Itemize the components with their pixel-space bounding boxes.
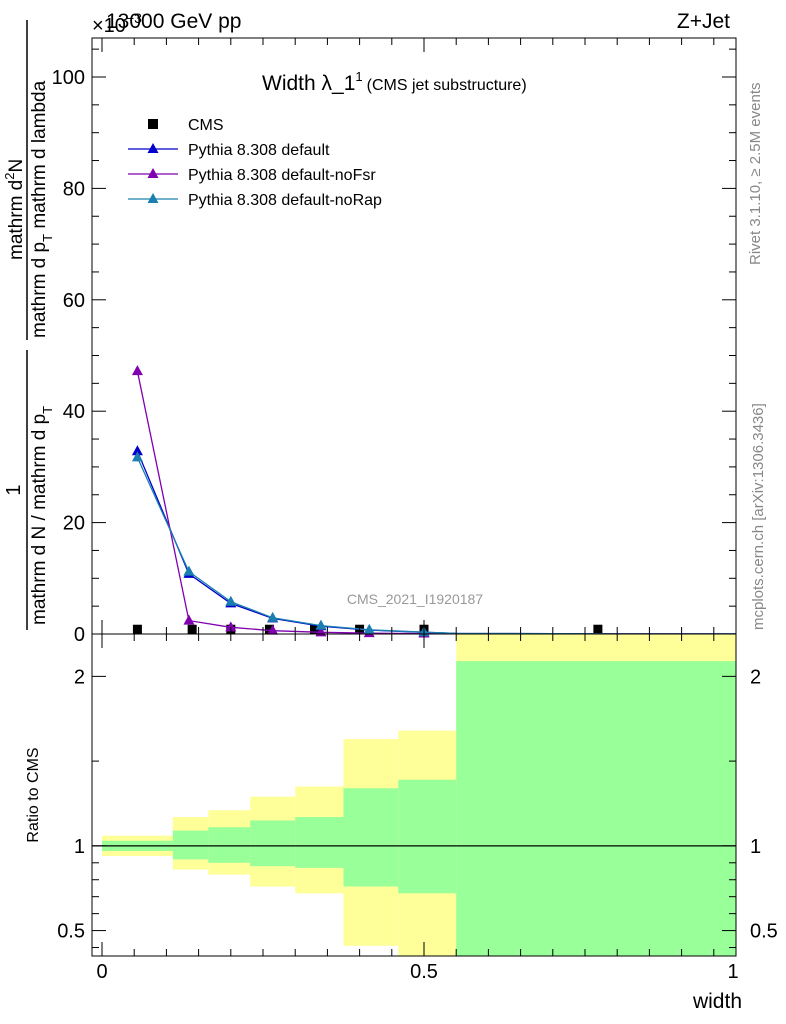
main-title-superscript: 1 (355, 69, 362, 84)
ratio-panel: 0.5 0.5 1 1 2 2 0 0.5 1 (57, 633, 778, 983)
ylabel-right-den-text: mathrm d p (29, 242, 50, 338)
series-1 (131, 445, 736, 637)
ratio-y-tick-label-right: 2 (750, 666, 761, 688)
ratio-band-inner (398, 779, 457, 894)
legend-marker (147, 193, 159, 203)
x-tick-label: 0 (96, 961, 107, 983)
rivet-label: Rivet 3.1.10, ≥ 2.5M events (747, 83, 764, 266)
ratio-y-tick-label-right: 0.5 (750, 921, 778, 943)
data-point (363, 623, 375, 634)
data-point (310, 624, 320, 634)
xlabel: width (692, 990, 742, 1013)
ylabel-left-den-text: mathrm d N / mathrm d p (29, 414, 50, 625)
ratio-y-tick-label: 1 (74, 836, 85, 858)
legend-marker (147, 168, 159, 178)
ylabel-left-numerator: 1 (3, 484, 25, 495)
legend-entry: CMS (148, 117, 224, 134)
data-point (264, 624, 274, 634)
ratio-band-inner (343, 788, 399, 887)
legend-marker (147, 143, 159, 153)
ratio-band-inner (456, 661, 736, 956)
data-point (267, 611, 279, 622)
ylabel-right-num-text: mathrm d (6, 180, 27, 260)
legend-label: Pythia 8.308 default-noFsr (188, 167, 376, 184)
y-tick-label: 100 (52, 67, 85, 89)
watermark: CMS_2021_I1920187 (347, 591, 483, 607)
energy-label: 13000 GeV pp (106, 10, 241, 33)
x-tick-label: 1 (727, 961, 738, 983)
data-point (187, 624, 197, 634)
ratio-band-inner (208, 827, 251, 863)
ylabel-left-den-sub: T (40, 406, 55, 414)
y-tick-label: 40 (63, 401, 85, 423)
exponent-label: ×10−3 (92, 10, 142, 37)
legend: CMS Pythia 8.308 default Pythia 8.308 defa… (128, 117, 382, 209)
ylabel-right-den-tail: mathrm d lambda (29, 80, 50, 234)
ylabel-right-numerator: mathrm d2N (2, 159, 27, 260)
data-point (267, 624, 279, 635)
legend-entry: Pythia 8.308 default-noRap (128, 192, 382, 209)
y-tick-label: 0 (74, 624, 85, 646)
x-tick-label: 0.5 (410, 961, 438, 983)
ylabel-left-denominator: mathrm d N / mathrm d pT (29, 406, 55, 625)
ratio-ylabel: Ratio to CMS (25, 747, 42, 842)
ylabel-right-den-sub: T (40, 234, 55, 242)
main-title-text: Width λ_1 (262, 72, 355, 95)
data-point (131, 365, 143, 376)
data-point (131, 445, 143, 456)
ylabel-right-num-tail: N (6, 159, 27, 173)
data-point (183, 614, 195, 625)
data-point (132, 624, 142, 634)
ratio-y-tick-label: 0.5 (57, 921, 85, 943)
ratio-y-tick-label: 2 (74, 666, 85, 688)
data-point (183, 565, 195, 576)
data-point (315, 619, 327, 630)
legend-entry: Pythia 8.308 default (128, 142, 330, 159)
main-ylabel: 1 mathrm d N / mathrm d pT mathrm d2N ma… (2, 20, 55, 630)
legend-label: CMS (188, 117, 224, 134)
exponent-base: ×10 (92, 15, 126, 37)
y-tick-label: 20 (63, 513, 85, 535)
main-title: Width λ_11 (CMS jet substructure) (262, 69, 527, 95)
legend-label: Pythia 8.308 default (188, 142, 330, 159)
ratio-band-inner (295, 817, 344, 868)
data-point (131, 451, 143, 462)
ylabel-right-num-sup: 2 (2, 173, 17, 180)
legend-label: Pythia 8.308 default-noRap (188, 192, 382, 209)
ratio-band-inner (172, 830, 209, 860)
ylabel-right-denominator: mathrm d pT mathrm d lambda (29, 80, 55, 338)
mcplots-label: mcplots.cern.ch [arXiv:1306.3436] (750, 403, 767, 630)
process-label: Z+Jet (677, 10, 730, 33)
data-point (225, 621, 237, 632)
main-panel: CMS_2021_I1920187 Width λ_11 (CMS jet sub… (52, 37, 737, 646)
ratio-frame (91, 633, 737, 957)
series-line-3 (136, 457, 736, 635)
main-subtitle: (CMS jet substructure) (367, 77, 527, 94)
exponent-power: −3 (126, 10, 142, 26)
data-point (225, 595, 237, 606)
ratio-band-inner (250, 820, 296, 867)
legend-marker (148, 119, 158, 129)
data-point (593, 624, 603, 634)
series-3 (131, 451, 736, 637)
y-tick-label: 80 (63, 178, 85, 200)
ratio-y-tick-label-right: 1 (750, 836, 761, 858)
y-tick-label: 60 (63, 290, 85, 312)
legend-entry: Pythia 8.308 default-noFsr (128, 167, 376, 184)
